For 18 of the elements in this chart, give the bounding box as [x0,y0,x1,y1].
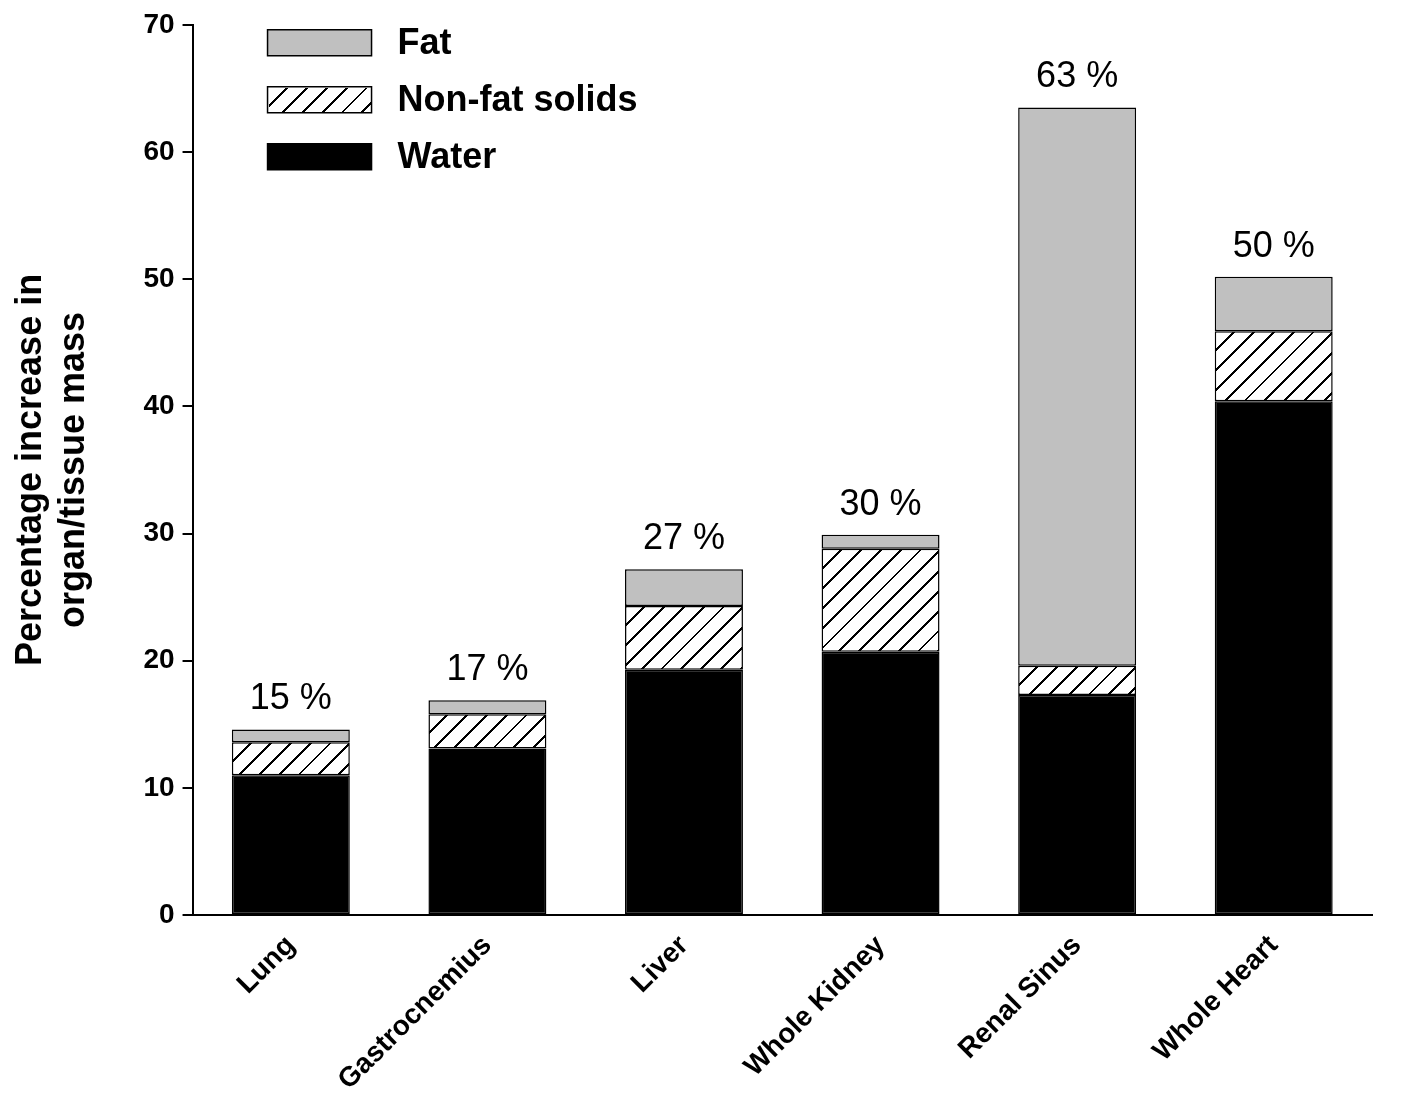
y-tick-label: 10 [143,770,175,802]
total-label: 17 % [446,647,529,689]
total-label: 63 % [1036,54,1119,96]
y-axis-title: Percentage increase in organ/tissue mass [7,273,92,667]
y-tick-label: 50 [143,261,175,293]
y-tick-label: 40 [143,389,175,421]
y-tick-label: 70 [143,7,175,39]
y-tick-label: 30 [143,516,175,548]
y-tick-label: 60 [143,134,175,166]
total-label: 27 % [642,516,726,558]
y-tick-label: 20 [143,643,175,675]
legend-label: Non-fat solids [397,77,638,119]
total-label: 30 % [839,481,922,523]
y-tick-label: 0 [158,897,175,929]
legend-label: Water [397,134,497,176]
total-label: 15 % [249,676,332,718]
total-label: 50 % [1232,223,1315,265]
legend-label: Fat [397,20,452,62]
